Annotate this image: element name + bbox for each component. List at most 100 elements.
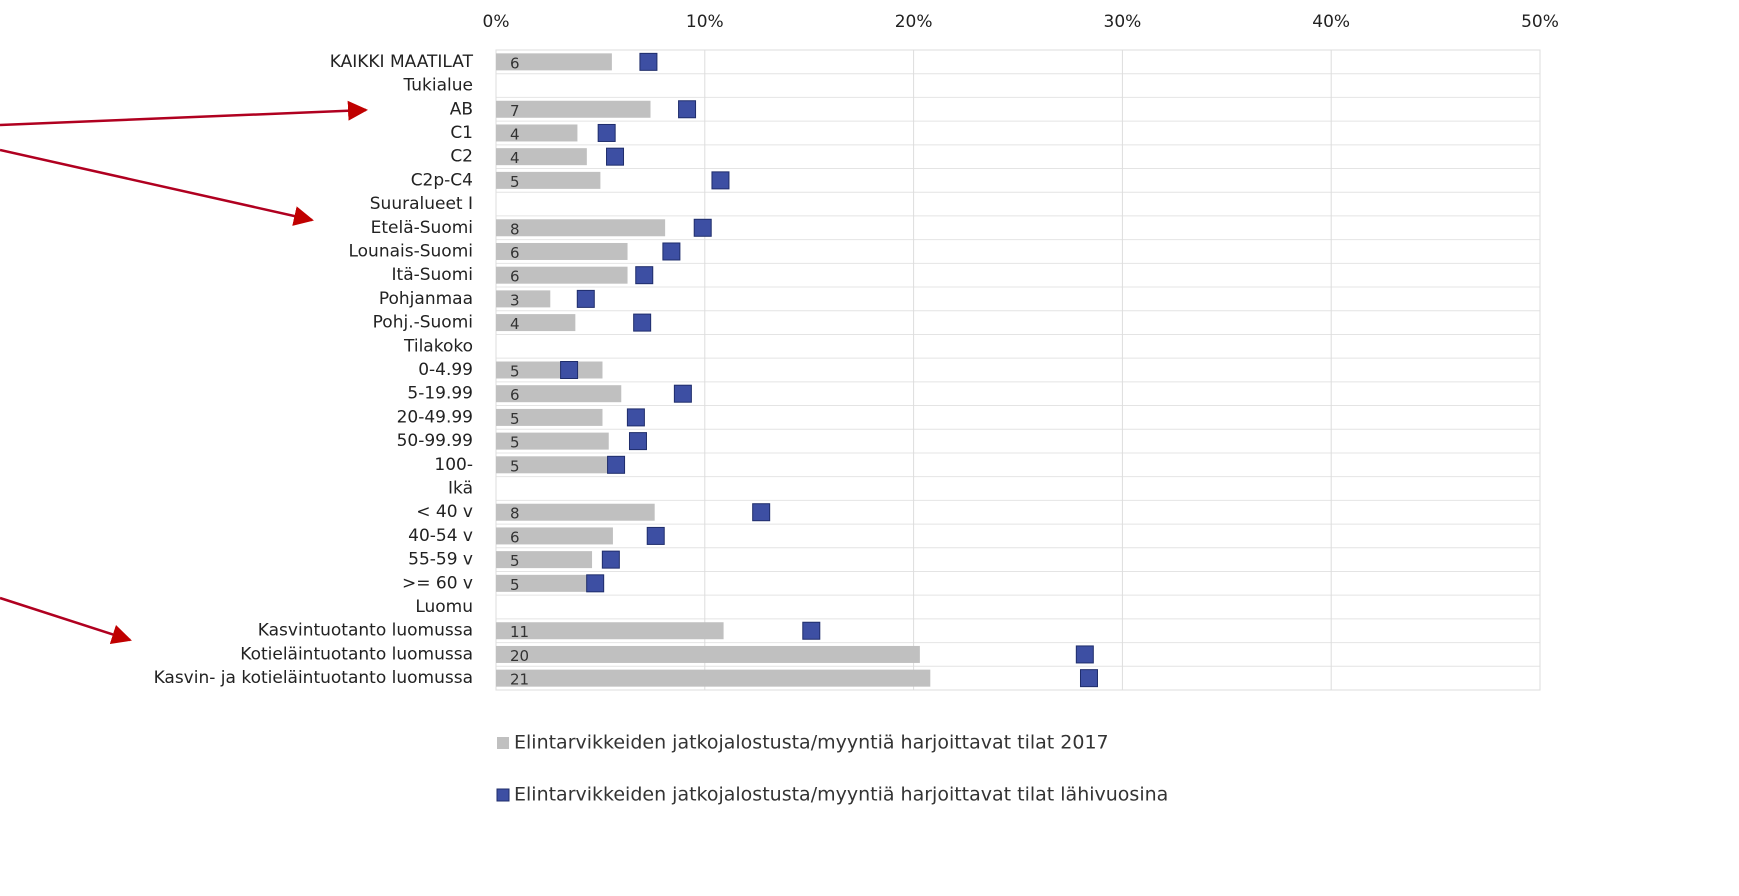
legend-label: Elintarvikkeiden jatkojalostusta/myyntiä… <box>514 784 1168 806</box>
marker <box>633 313 652 332</box>
marker <box>576 289 595 308</box>
x-tick-label: 10% <box>686 12 724 32</box>
bar <box>496 669 931 687</box>
arrow <box>0 148 314 226</box>
y-tick-label: Suuralueet I <box>370 194 473 214</box>
y-tick-label: 0-4.99 <box>418 360 473 380</box>
marker <box>628 432 647 451</box>
bar <box>496 290 551 308</box>
bar <box>496 432 609 450</box>
y-tick-label: >= 60 v <box>402 573 473 593</box>
x-tick-label: 20% <box>895 12 933 32</box>
plot-area <box>495 49 1541 691</box>
y-tick-label: Pohj.-Suomi <box>373 313 473 333</box>
data-label: 3 <box>510 291 520 309</box>
x-tick-label: 40% <box>1312 12 1350 32</box>
marker <box>802 621 821 640</box>
bar <box>496 645 920 663</box>
data-label: 11 <box>510 623 529 641</box>
marker <box>586 574 605 593</box>
bar <box>496 171 601 189</box>
bar <box>496 100 651 118</box>
y-tick-label: Pohjanmaa <box>379 289 473 309</box>
data-label: 21 <box>510 671 529 689</box>
marker <box>752 503 771 522</box>
data-label: 8 <box>510 505 520 523</box>
data-label: 5 <box>510 363 520 381</box>
data-label: 6 <box>510 244 520 262</box>
y-tick-label: Kotieläintuotanto luomussa <box>240 644 473 664</box>
data-label: 5 <box>510 552 520 570</box>
bar <box>496 622 724 640</box>
bar <box>496 53 612 71</box>
marker <box>607 455 626 474</box>
y-tick-label: 40-54 v <box>408 526 473 546</box>
data-label: 20 <box>510 647 529 665</box>
y-tick-label: C1 <box>450 123 473 143</box>
data-label: 4 <box>510 125 520 143</box>
y-tick-label: C2 <box>450 147 473 167</box>
marker <box>626 408 645 427</box>
y-tick-label: Luomu <box>415 597 473 617</box>
marker <box>646 526 665 545</box>
marker <box>662 242 681 261</box>
data-label: 8 <box>510 220 520 238</box>
marker <box>560 361 579 379</box>
data-label: 6 <box>510 528 520 546</box>
data-label: 6 <box>510 386 520 404</box>
bar <box>496 314 576 332</box>
marker <box>597 123 616 142</box>
data-label: 5 <box>510 410 520 428</box>
legend-swatch <box>497 737 509 749</box>
marker <box>711 171 730 190</box>
data-label: 6 <box>510 54 520 72</box>
bar <box>496 219 666 237</box>
arrow <box>0 100 368 127</box>
annotation-arrows <box>0 100 368 644</box>
y-tick-label: 55-59 v <box>408 550 473 570</box>
y-tick-label: C2p-C4 <box>411 170 473 190</box>
bar <box>496 574 590 592</box>
marker <box>635 266 654 285</box>
marker <box>601 550 620 569</box>
x-tick-label: 30% <box>1104 12 1142 32</box>
y-tick-label: AB <box>450 99 473 119</box>
y-tick-label: KAIKKI MAATILAT <box>330 52 474 72</box>
x-tick-label: 50% <box>1521 12 1559 32</box>
y-tick-label: Etelä-Suomi <box>371 218 473 238</box>
y-tick-label: Kasvintuotanto luomussa <box>258 621 473 641</box>
x-tick-label: 0% <box>483 12 510 32</box>
y-tick-label: Tukialue <box>402 76 473 96</box>
y-tick-label: Lounais-Suomi <box>348 241 473 261</box>
y-tick-label: Ikä <box>448 479 473 499</box>
bar <box>496 456 609 474</box>
bar <box>496 551 593 569</box>
bar <box>496 266 628 284</box>
bar <box>496 242 628 260</box>
bar <box>496 527 613 545</box>
marker <box>678 100 697 119</box>
y-tick-label: 5-19.99 <box>407 384 473 404</box>
marker <box>1075 645 1094 664</box>
y-tick-label: 20-49.99 <box>397 407 473 427</box>
marker <box>673 384 692 403</box>
y-tick-label: 50-99.99 <box>397 431 473 451</box>
legend-label: Elintarvikkeiden jatkojalostusta/myyntiä… <box>514 732 1109 754</box>
bar <box>496 385 622 403</box>
y-tick-label: Itä-Suomi <box>392 265 473 285</box>
y-tick-label: Tilakoko <box>403 336 473 356</box>
y-tick-label: < 40 v <box>416 502 473 522</box>
data-label: 4 <box>510 315 520 333</box>
arrow <box>0 596 132 644</box>
data-label: 5 <box>510 457 520 475</box>
bar <box>496 503 655 521</box>
bar <box>496 408 603 426</box>
legend-swatch <box>496 788 510 802</box>
data-label: 4 <box>510 149 520 167</box>
bar <box>496 148 587 166</box>
data-label: 6 <box>510 268 520 286</box>
marker <box>606 147 625 166</box>
data-label: 5 <box>510 576 520 594</box>
y-tick-label: 100- <box>434 455 473 475</box>
